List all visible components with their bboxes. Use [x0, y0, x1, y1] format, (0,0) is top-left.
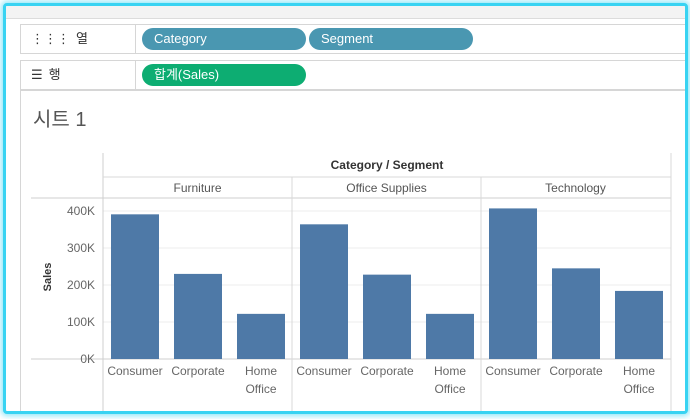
x-tick-label: Office — [434, 382, 465, 396]
bar-chart: Category / Segment Sales 0K 100K 200K 300K 400… — [31, 153, 672, 411]
pane-header: Technology — [545, 181, 606, 195]
x-tick-label: Consumer — [485, 364, 540, 378]
bar — [615, 290, 663, 359]
x-tick-label: Corporate — [171, 364, 225, 378]
columns-shelf-label: ⋮⋮⋮ 열 — [21, 25, 136, 53]
columns-shelf[interactable]: ⋮⋮⋮ 열 Category Segment — [20, 24, 685, 54]
bar — [552, 268, 600, 359]
x-tick-label: Home — [623, 364, 655, 378]
bar — [489, 208, 537, 359]
bar — [174, 273, 222, 359]
columns-icon: ⋮⋮⋮ — [31, 31, 70, 46]
y-tick-label: 300K — [67, 241, 95, 255]
rows-shelf[interactable]: ☰ 행 합계(Sales) — [20, 60, 685, 90]
pane-header: Office Supplies — [346, 181, 427, 195]
y-tick-label: 200K — [67, 278, 95, 292]
bar — [111, 214, 159, 359]
rows-shelf-label: ☰ 행 — [21, 61, 136, 89]
x-tick-label: Home — [245, 364, 277, 378]
tableau-window: ⋮⋮⋮ 열 Category Segment ☰ 행 합계(Sales) 시트 1 … — [3, 3, 688, 414]
x-tick-label: Home — [434, 364, 466, 378]
bar — [300, 224, 348, 359]
x-tick-label: Office — [245, 382, 276, 396]
rows-icon: ☰ — [31, 67, 43, 82]
bar — [237, 313, 285, 359]
y-tick-label: 0K — [80, 352, 95, 366]
x-tick-label: Office — [623, 382, 654, 396]
x-tick-label: Consumer — [107, 364, 162, 378]
pill-segment[interactable]: Segment — [309, 28, 473, 50]
toolbar-strip — [6, 6, 685, 19]
chart-title: Category / Segment — [331, 158, 444, 172]
y-tick-label: 100K — [67, 315, 95, 329]
columns-shelf-text: 열 — [76, 31, 88, 46]
pane-header: Furniture — [173, 181, 221, 195]
pill-sum-sales[interactable]: 합계(Sales) — [142, 64, 306, 86]
y-tick-label: 400K — [67, 204, 95, 218]
bar — [426, 313, 474, 359]
x-tick-label: Corporate — [360, 364, 414, 378]
x-tick-label: Consumer — [296, 364, 351, 378]
bar — [363, 274, 411, 359]
rows-shelf-text: 행 — [48, 67, 61, 82]
y-axis-label: Sales — [42, 263, 54, 292]
sheet-title: 시트 1 — [33, 109, 87, 131]
sheet-view: 시트 1 Category / Segment Sales 0K 100K 200K 30… — [20, 90, 685, 411]
pill-category[interactable]: Category — [142, 28, 306, 50]
x-tick-label: Corporate — [549, 364, 603, 378]
